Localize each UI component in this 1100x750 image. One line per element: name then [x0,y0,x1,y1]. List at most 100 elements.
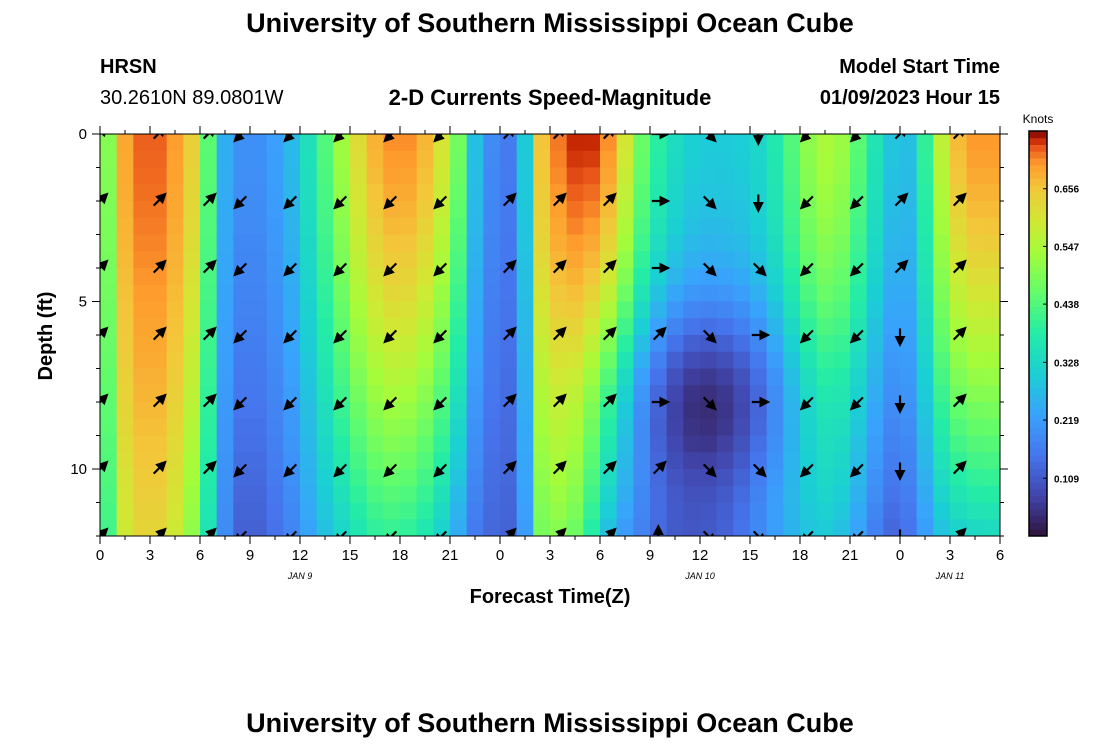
heatmap-cell [916,418,934,437]
heatmap-cell [950,385,968,403]
heatmap-cell [650,150,668,169]
heatmap-cell [966,519,984,536]
heatmap-cell [233,485,251,504]
heatmap-cell [200,418,218,437]
heatmap-cell [450,268,468,286]
heatmap-cell [133,284,151,303]
heatmap-cell [933,284,951,303]
heatmap-cell [916,268,934,286]
heatmap-cell [150,385,168,403]
heatmap-cell [850,469,868,487]
heatmap-cell [150,519,168,536]
current-arrow [752,262,767,277]
heatmap-cell [883,318,901,336]
heatmap-cell [283,519,301,536]
heatmap-cell [883,519,901,536]
heatmap-cell [283,167,301,185]
heatmap-cell [483,301,501,319]
heatmap-cell [466,251,484,269]
heatmap-cell [683,268,701,286]
heatmap-cell [166,284,184,303]
heatmap-cell [633,167,651,185]
heatmap-cell [516,402,534,420]
footer-title: University of Southern Mississippi Ocean… [246,708,854,738]
station-name: HRSN [100,56,157,78]
heatmap-cell [800,335,818,353]
heatmap-cell [483,502,501,520]
heatmap-cell [316,217,334,236]
heatmap-cell [266,385,284,403]
current-arrow [799,396,814,411]
heatmap-cell [766,234,784,252]
heatmap-cell [450,167,468,185]
current-arrow [383,329,398,344]
heatmap-cell [816,385,834,403]
heatmap-cell [500,418,518,437]
current-arrow [894,134,909,140]
heatmap-cell [283,251,301,269]
heatmap-cell [300,150,318,169]
heatmap-cell [983,150,1000,169]
heatmap-cell [483,234,501,252]
heatmap-cell [700,502,718,520]
heatmap-cell [816,335,834,353]
heatmap-cell [733,435,751,453]
heatmap-cell [133,251,151,269]
heatmap-cell [900,301,918,319]
heatmap-cell [150,251,168,269]
heatmap-cell [483,485,501,504]
heatmap-cell [483,134,501,152]
heatmap-cell [783,301,801,319]
heatmap-cell [700,469,718,487]
heatmap-cell [716,519,734,536]
heatmap-cell [800,385,818,403]
heatmap-cell [416,351,434,370]
heatmap-cell [900,217,918,236]
day-label: JAN 10 [684,571,715,581]
heatmap-cell [933,251,951,269]
heatmap-cell [316,485,334,504]
heatmap-cell [533,519,551,536]
heatmap-cell [266,318,284,336]
current-arrow [502,134,517,140]
heatmap-cell [366,251,384,269]
y-axis-label: Depth (ft) [35,291,57,381]
heatmap-cell [566,368,584,386]
heatmap-cell [116,234,134,252]
heatmap-cell [333,335,351,353]
heatmap-cell [366,469,384,487]
colorbar-segment [1029,367,1047,375]
heatmap-cell [350,268,368,286]
heatmap-cell [616,268,634,286]
heatmap-cell [416,418,434,437]
heatmap-cell [950,150,968,169]
heatmap-cell [983,251,1000,269]
heatmap-cell [133,519,151,536]
colorbar-frame [1028,130,1048,537]
heatmap-cell [833,485,851,504]
heatmap-cell [433,318,451,336]
heatmap-cell [350,201,368,219]
heatmap-cell [216,134,234,152]
heatmap-cell [333,351,351,370]
heatmap-cell [816,485,834,504]
heatmap-cell [500,234,518,252]
heatmap-cell [700,368,718,386]
heatmap-cell [383,502,401,520]
heatmap-cell [366,485,384,504]
heatmap-cell [950,318,968,336]
heatmap-cell [833,134,851,152]
heatmap-cell [933,368,951,386]
heatmap-cell [966,368,984,386]
heatmap-cell [183,435,201,453]
heatmap-cell [933,201,951,219]
heatmap-cell [600,268,618,286]
current-arrow [233,329,248,344]
heatmap-cell [116,268,134,286]
heatmap-cell [366,368,384,386]
heatmap-cell [633,217,651,236]
heatmap-cell [733,385,751,403]
heatmap-cell [216,217,234,236]
current-arrow [202,192,217,207]
heatmap-cell [650,335,668,353]
